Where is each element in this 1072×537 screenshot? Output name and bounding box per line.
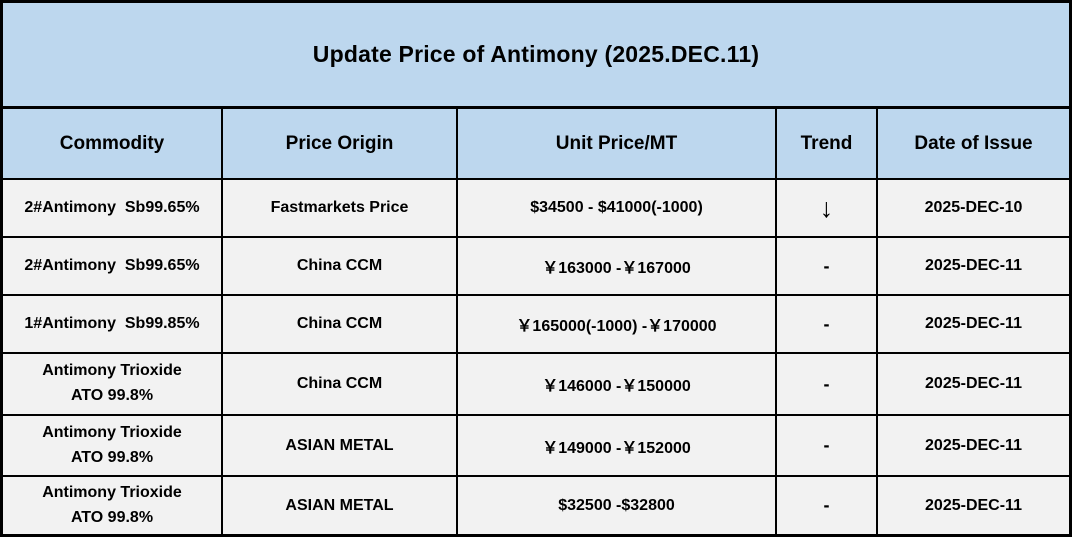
- date-of-issue-cell: 2025-DEC-11: [878, 477, 1069, 534]
- unit-price-cell: $32500 -$32800: [458, 477, 777, 534]
- trend-cell: -: [777, 296, 878, 354]
- commodity-cell: Antimony Trioxide ATO 99.8%: [3, 477, 223, 534]
- commodity-cell: Antimony Trioxide ATO 99.8%: [3, 354, 223, 416]
- commodity-cell: 2#Antimony Sb99.65%: [3, 238, 223, 296]
- header-date-of-issue: Date of Issue: [878, 109, 1069, 180]
- date-of-issue-cell: 2025-DEC-11: [878, 354, 1069, 416]
- header-unit-price: Unit Price/MT: [458, 109, 777, 180]
- unit-price-cell: ￥146000 -￥150000: [458, 354, 777, 416]
- header-price-origin: Price Origin: [223, 109, 458, 180]
- price-origin-cell: Fastmarkets Price: [223, 180, 458, 238]
- unit-price-cell: $34500 - $41000(-1000): [458, 180, 777, 238]
- header-trend: Trend: [777, 109, 878, 180]
- price-origin-cell: ASIAN METAL: [223, 416, 458, 477]
- trend-cell: -: [777, 238, 878, 296]
- price-origin-cell: ASIAN METAL: [223, 477, 458, 534]
- date-of-issue-cell: 2025-DEC-11: [878, 238, 1069, 296]
- table-title: Update Price of Antimony (2025.DEC.11): [3, 3, 1069, 109]
- price-origin-cell: China CCM: [223, 354, 458, 416]
- unit-price-cell: ￥165000(-1000) -￥170000: [458, 296, 777, 354]
- trend-cell: -: [777, 416, 878, 477]
- commodity-cell: 1#Antimony Sb99.85%: [3, 296, 223, 354]
- trend-down-arrow-icon: ↓: [777, 180, 878, 238]
- price-origin-cell: China CCM: [223, 238, 458, 296]
- unit-price-cell: ￥149000 -￥152000: [458, 416, 777, 477]
- commodity-cell: 2#Antimony Sb99.65%: [3, 180, 223, 238]
- trend-cell: -: [777, 354, 878, 416]
- price-origin-cell: China CCM: [223, 296, 458, 354]
- unit-price-cell: ￥163000 -￥167000: [458, 238, 777, 296]
- trend-cell: -: [777, 477, 878, 534]
- header-commodity: Commodity: [3, 109, 223, 180]
- date-of-issue-cell: 2025-DEC-11: [878, 296, 1069, 354]
- date-of-issue-cell: 2025-DEC-11: [878, 416, 1069, 477]
- commodity-cell: Antimony Trioxide ATO 99.8%: [3, 416, 223, 477]
- date-of-issue-cell: 2025-DEC-10: [878, 180, 1069, 238]
